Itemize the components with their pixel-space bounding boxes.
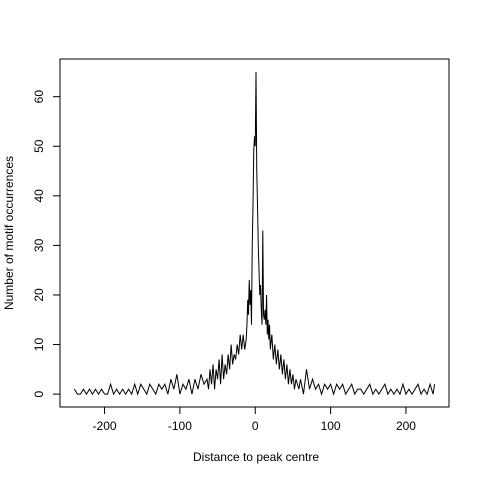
x-tick-label: 0 [252, 419, 259, 433]
y-tick-label: 0 [32, 390, 46, 397]
y-axis-label: Number of motif occurrences [2, 156, 16, 310]
x-tick-label: 100 [321, 419, 341, 433]
x-tick-label: 200 [396, 419, 416, 433]
y-tick-label: 30 [32, 238, 46, 252]
y-tick-label: 60 [32, 90, 46, 104]
data-line [73, 71, 436, 396]
y-tick-label: 20 [32, 288, 46, 302]
y-tick-label: 50 [32, 139, 46, 153]
y-tick-label: 40 [32, 189, 46, 203]
y-tick-label: 10 [32, 338, 46, 352]
x-tick-label: -200 [93, 419, 117, 433]
x-axis-label: Distance to peak centre [193, 450, 319, 464]
plot-box [59, 58, 450, 408]
x-tick-label: -100 [168, 419, 192, 433]
